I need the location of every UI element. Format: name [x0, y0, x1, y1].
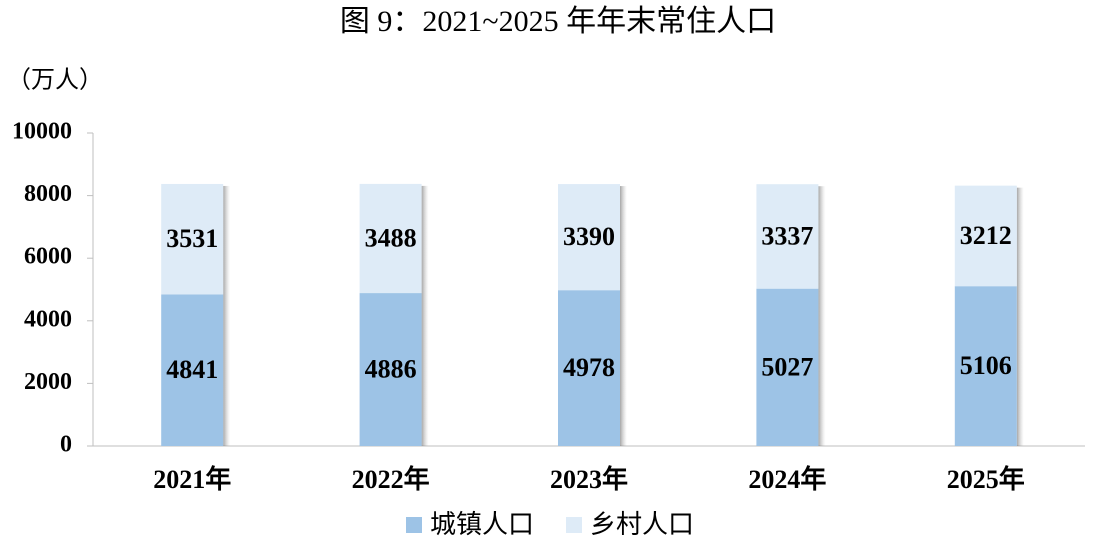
- data-label: 3531: [166, 224, 218, 253]
- bar-segment: [954, 185, 1017, 287]
- data-label: 5027: [761, 352, 813, 381]
- bar-shadow: [1016, 187, 1024, 446]
- data-label: 5106: [960, 351, 1012, 380]
- bar-segment: [558, 184, 620, 291]
- legend-swatch: [566, 517, 582, 533]
- data-label: 3212: [960, 221, 1012, 250]
- y-tick-label: 4000: [24, 306, 72, 332]
- bar-shadow: [421, 185, 429, 446]
- data-label: 4978: [563, 353, 615, 382]
- data-label: 3488: [365, 223, 417, 252]
- bar-shadow: [223, 185, 231, 446]
- y-tick-label: 10000: [12, 119, 72, 145]
- x-tick-label: 2025年: [947, 464, 1025, 494]
- y-tick-label: 0: [60, 432, 72, 458]
- data-label: 3337: [761, 221, 813, 250]
- bar-segment: [359, 183, 422, 294]
- legend-label: 乡村人口: [590, 510, 694, 539]
- legend-label: 城镇人口: [430, 510, 534, 539]
- bar-segment: [756, 184, 819, 289]
- bar-segment: [558, 290, 620, 446]
- y-axis-label: （万人）: [7, 68, 103, 94]
- bar-segment: [161, 294, 224, 446]
- legend-swatch: [406, 517, 422, 533]
- chart-title: 图 9：2021~2025 年年末常住人口: [340, 5, 776, 38]
- y-tick-label: 2000: [24, 369, 72, 395]
- x-tick-label: 2024年: [748, 464, 826, 494]
- y-tick-label: 6000: [24, 244, 72, 270]
- data-label: 3390: [563, 222, 615, 251]
- x-tick-label: 2022年: [352, 464, 430, 494]
- data-label: 4886: [365, 355, 417, 384]
- x-tick-label: 2023年: [550, 464, 628, 494]
- y-tick-label: 8000: [24, 181, 72, 207]
- bar-shadow: [818, 186, 826, 447]
- x-tick-label: 2021年: [153, 464, 231, 494]
- data-label: 4841: [166, 355, 218, 384]
- bar-segment: [359, 293, 422, 446]
- bar-shadow: [620, 186, 627, 446]
- bar-segment: [756, 288, 819, 446]
- bar-segment: [161, 183, 224, 295]
- bar-segment: [954, 286, 1017, 446]
